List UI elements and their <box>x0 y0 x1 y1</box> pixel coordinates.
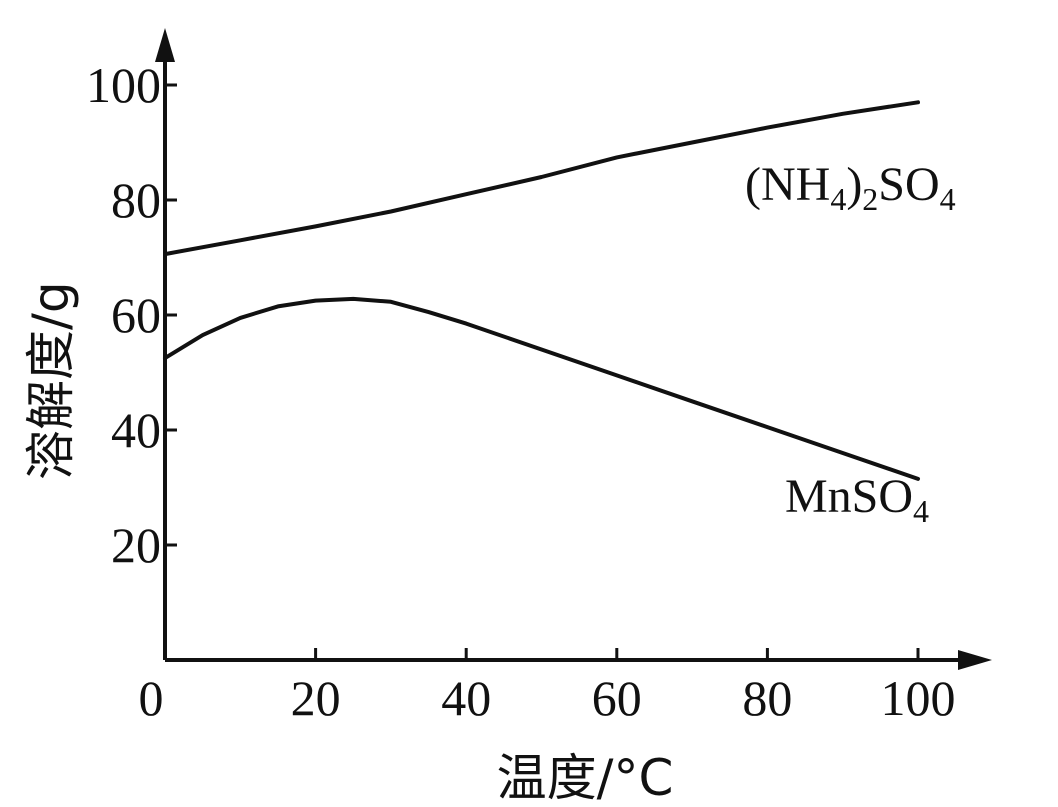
x-tick-label: 20 <box>291 670 341 726</box>
series-labels: (NH4)2SO4 MnSO4 <box>745 158 956 529</box>
axes <box>155 28 992 670</box>
x-tick-label: 80 <box>742 670 792 726</box>
x-tick-label: 40 <box>441 670 491 726</box>
y-tick-label: 40 <box>111 402 161 458</box>
x-tick-label: 100 <box>881 670 956 726</box>
y-tick-label: 80 <box>111 172 161 228</box>
tick-labels: 20 40 60 80 100 0 20 40 60 80 100 <box>86 57 956 726</box>
x-tick-label: 60 <box>592 670 642 726</box>
series-line-nh42so4 <box>163 100 920 257</box>
ticks <box>165 83 920 660</box>
y-tick-label: 20 <box>111 517 161 573</box>
y-tick-label: 60 <box>111 287 161 343</box>
series-line-mnso4 <box>163 296 920 481</box>
series-lines <box>163 100 920 481</box>
y-tick-label: 100 <box>86 57 161 113</box>
y-axis-label: 溶解度/g <box>22 281 80 480</box>
series-label-mnso4: MnSO4 <box>785 470 929 529</box>
series-label-nh4-2so4: (NH4)2SO4 <box>745 158 956 217</box>
x-axis-arrowhead <box>958 650 992 670</box>
x-tick-label: 0 <box>139 670 164 726</box>
x-axis-label: 温度/°C <box>497 749 674 807</box>
y-axis-arrowhead <box>155 28 175 62</box>
